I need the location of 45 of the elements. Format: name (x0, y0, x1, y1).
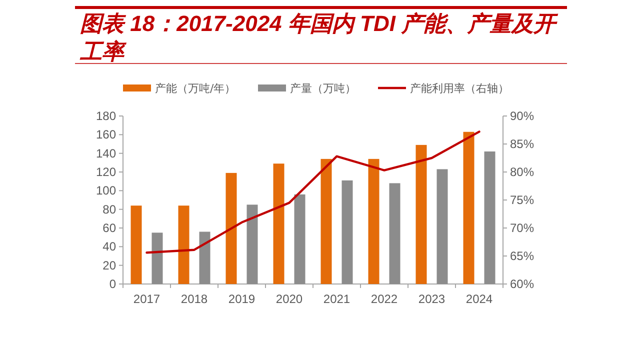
bar (463, 132, 474, 284)
legend-label: 产量（万吨） (290, 82, 356, 95)
bar (368, 158, 380, 284)
bar (199, 232, 210, 284)
y-tick-label: 0 (109, 277, 116, 291)
chart-title: 图表 18：2017-2024 年国内 TDI 产能、产量及开工率 (80, 10, 560, 66)
x-tick-label: 2020 (276, 292, 303, 306)
bar (273, 164, 284, 284)
bar (342, 180, 353, 284)
y2-tick-label: 60% (510, 277, 534, 291)
legend-label: 产能利用率（右轴） (410, 82, 509, 95)
y2-tick-label: 80% (510, 165, 534, 179)
bar (484, 151, 496, 284)
bar (294, 194, 306, 284)
bar (178, 206, 190, 284)
y2-tick-label: 85% (510, 137, 534, 151)
x-tick-label: 2023 (418, 292, 446, 306)
legend-label: 产能（万吨/年） (155, 82, 236, 95)
y-tick-label: 40 (102, 240, 116, 254)
x-tick-label: 2018 (180, 292, 208, 306)
y-tick-label: 100 (96, 184, 116, 198)
y2-tick-label: 75% (510, 193, 534, 207)
bar (436, 169, 448, 284)
y-tick-label: 60 (102, 221, 116, 235)
x-tick-label: 2024 (466, 292, 493, 306)
y2-tick-label: 70% (510, 221, 534, 235)
y-tick-label: 160 (96, 128, 116, 142)
bar (152, 232, 163, 284)
x-tick-label: 2021 (323, 292, 350, 306)
bar (246, 204, 258, 284)
y2-tick-label: 65% (510, 249, 534, 263)
x-tick-label: 2017 (133, 292, 160, 306)
bar (226, 172, 237, 284)
bar (130, 206, 142, 284)
y-tick-label: 80 (102, 202, 116, 216)
y-tick-label: 140 (96, 146, 116, 160)
bar (416, 144, 427, 284)
y2-tick-label: 90% (510, 109, 534, 123)
bar (320, 158, 332, 284)
x-tick-label: 2022 (370, 292, 398, 306)
y-tick-label: 120 (96, 165, 116, 179)
y-tick-label: 180 (96, 109, 116, 123)
x-tick-label: 2019 (228, 292, 256, 306)
y-tick-label: 20 (102, 258, 116, 272)
bar (389, 183, 400, 284)
